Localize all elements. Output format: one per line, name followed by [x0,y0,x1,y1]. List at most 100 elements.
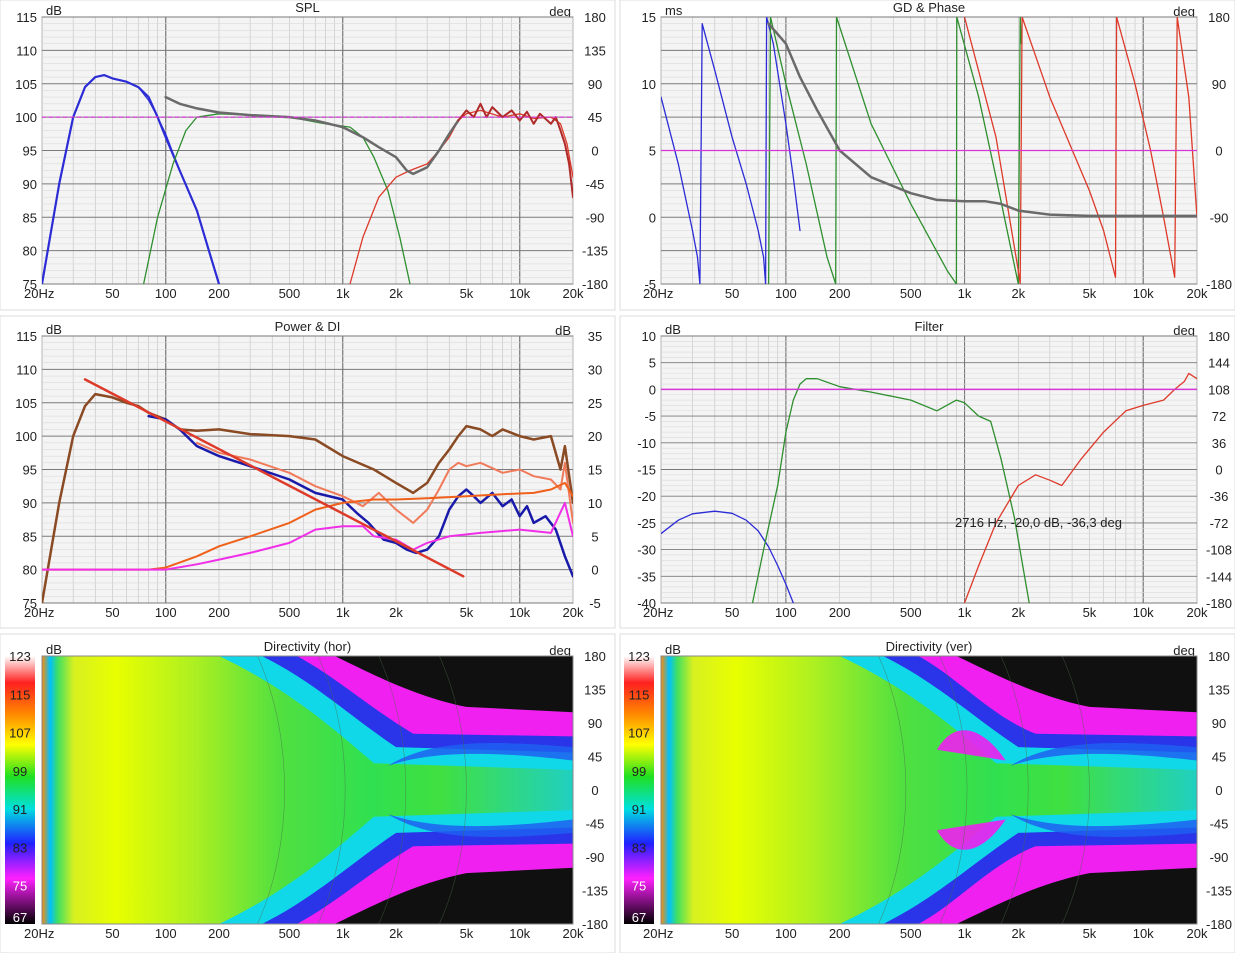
colorbar-label: 123 [628,649,650,664]
y-tick-label-left: 110 [16,43,37,58]
y-tick-label-right: 90 [588,77,602,92]
x-tick-label: 2k [1011,605,1025,620]
x-tick-label: 500 [279,286,301,301]
y-tick-label-left: 95 [23,463,37,478]
y-tick-label-right: -180 [1206,917,1232,932]
panel-dir_ver: Directivity (ver) dB deg 20Hz 50 100 200 500 1k 2… [619,633,1235,953]
series-line-blue [42,74,220,284]
colorbar-label: 99 [13,764,27,779]
y-tick-label-left: -20 [637,489,656,504]
y-tick-label-left: -10 [637,436,656,451]
directivity-black-band [956,656,1197,713]
y-tick-label-right: 10 [588,496,602,511]
colorbar-label: 83 [13,840,27,855]
directivity-vertical-lobe [936,819,1006,850]
chart-title: Filter [915,319,945,334]
x-tick-label: 200 [208,926,230,941]
right-unit-label: deg [1173,643,1195,658]
y-tick-label-left: 115 [16,329,37,344]
colorbar-label: 107 [628,726,650,741]
directivity-vertical-lobe [936,730,1006,761]
y-tick-label-right: 135 [584,683,606,698]
chart-title: SPL [295,0,320,15]
x-tick-label: 200 [208,286,230,301]
y-tick-label-right: -45 [586,177,605,192]
contour-line [257,656,285,924]
x-tick-label: 50 [105,605,119,620]
colorbar-label: 91 [632,802,646,817]
heatmap-field [42,656,573,924]
x-tick-label: 50 [725,926,739,941]
x-tick-label: 10k [1133,605,1154,620]
y-tick-label-right: -135 [582,884,608,899]
series-line-gray [767,22,1197,218]
left-unit-label: dB [46,3,62,18]
colorbar-label: 107 [9,726,31,741]
directivity-inner-ridge [1010,814,1197,837]
right-unit-label: dB [555,323,571,338]
x-tick-label: 10k [1133,286,1154,301]
x-tick-label: 1k [958,286,972,301]
y-tick-label-left: 85 [23,529,37,544]
x-tick-label: 1k [336,926,350,941]
x-tick-label: 2k [389,286,403,301]
series-line-blue [661,510,794,603]
y-tick-label-left: 115 [16,10,37,25]
y-tick-label-left: 10 [642,77,656,92]
grid [660,335,1198,604]
x-tick-label: 20Hz [643,605,673,620]
y-tick-label-right: -135 [1206,884,1232,899]
y-tick-label-right: 0 [591,563,598,578]
y-tick-label-right: 0 [591,144,598,159]
x-tick-label: 1k [336,286,350,301]
x-tick-label: 200 [829,926,851,941]
series-line-green [751,378,1030,603]
y-tick-label-right: -90 [1210,850,1229,865]
panel-spl: SPL dB deg 20Hz 50 100 200 500 1k 2k 5k 10k 20k 115 11… [0,0,616,311]
y-tick-label-left: 90 [23,496,37,511]
y-tick-label-right: 144 [1208,356,1230,371]
directivity-black-band [334,656,573,713]
x-tick-label: 20Hz [24,286,54,301]
chart-title: GD & Phase [893,0,965,15]
directivity-black-band [334,867,573,924]
x-tick-label: 5k [1083,286,1097,301]
y-tick-label-right: 90 [1212,716,1226,731]
x-tick-label: 20Hz [24,926,54,941]
x-tick-label: 5k [460,926,474,941]
y-tick-label-right: 45 [588,750,602,765]
chart-title: Directivity (ver) [886,639,973,654]
x-tick-label: 5k [460,605,474,620]
contour-line [317,656,346,924]
series-line-red [963,372,1197,603]
x-tick-label: 100 [775,605,797,620]
y-tick-label-right: 45 [1212,750,1226,765]
x-tick-label: 20k [1187,286,1208,301]
x-tick-label: 10k [509,605,530,620]
series-group [42,378,573,603]
y-tick-label-left: 15 [642,10,656,25]
series-line-red [963,17,1197,284]
x-tick-label: 500 [900,605,922,620]
y-tick-label-right: 36 [1212,436,1226,451]
left-unit-label: dB [46,322,62,337]
series-group [42,73,573,284]
y-tick-label-right: 45 [588,110,602,125]
y-tick-label-right: 90 [588,716,602,731]
x-tick-label: 10k [509,286,530,301]
x-tick-label: 20Hz [643,926,673,941]
directivity-inner-ridge [387,814,573,837]
x-tick-label: 50 [725,286,739,301]
contour-line [939,656,968,924]
colorbar-label: 115 [629,687,650,702]
y-tick-label-left: 75 [23,277,37,292]
y-tick-label-right: 72 [1212,409,1226,424]
y-tick-label-left: 85 [23,210,37,225]
colorbar-label: 67 [13,910,27,925]
y-tick-label-right: -180 [582,277,608,292]
y-tick-label-right: -108 [1206,543,1232,558]
colorbar-label: 123 [9,649,31,664]
x-tick-label: 500 [900,286,922,301]
x-tick-label: 500 [279,605,301,620]
